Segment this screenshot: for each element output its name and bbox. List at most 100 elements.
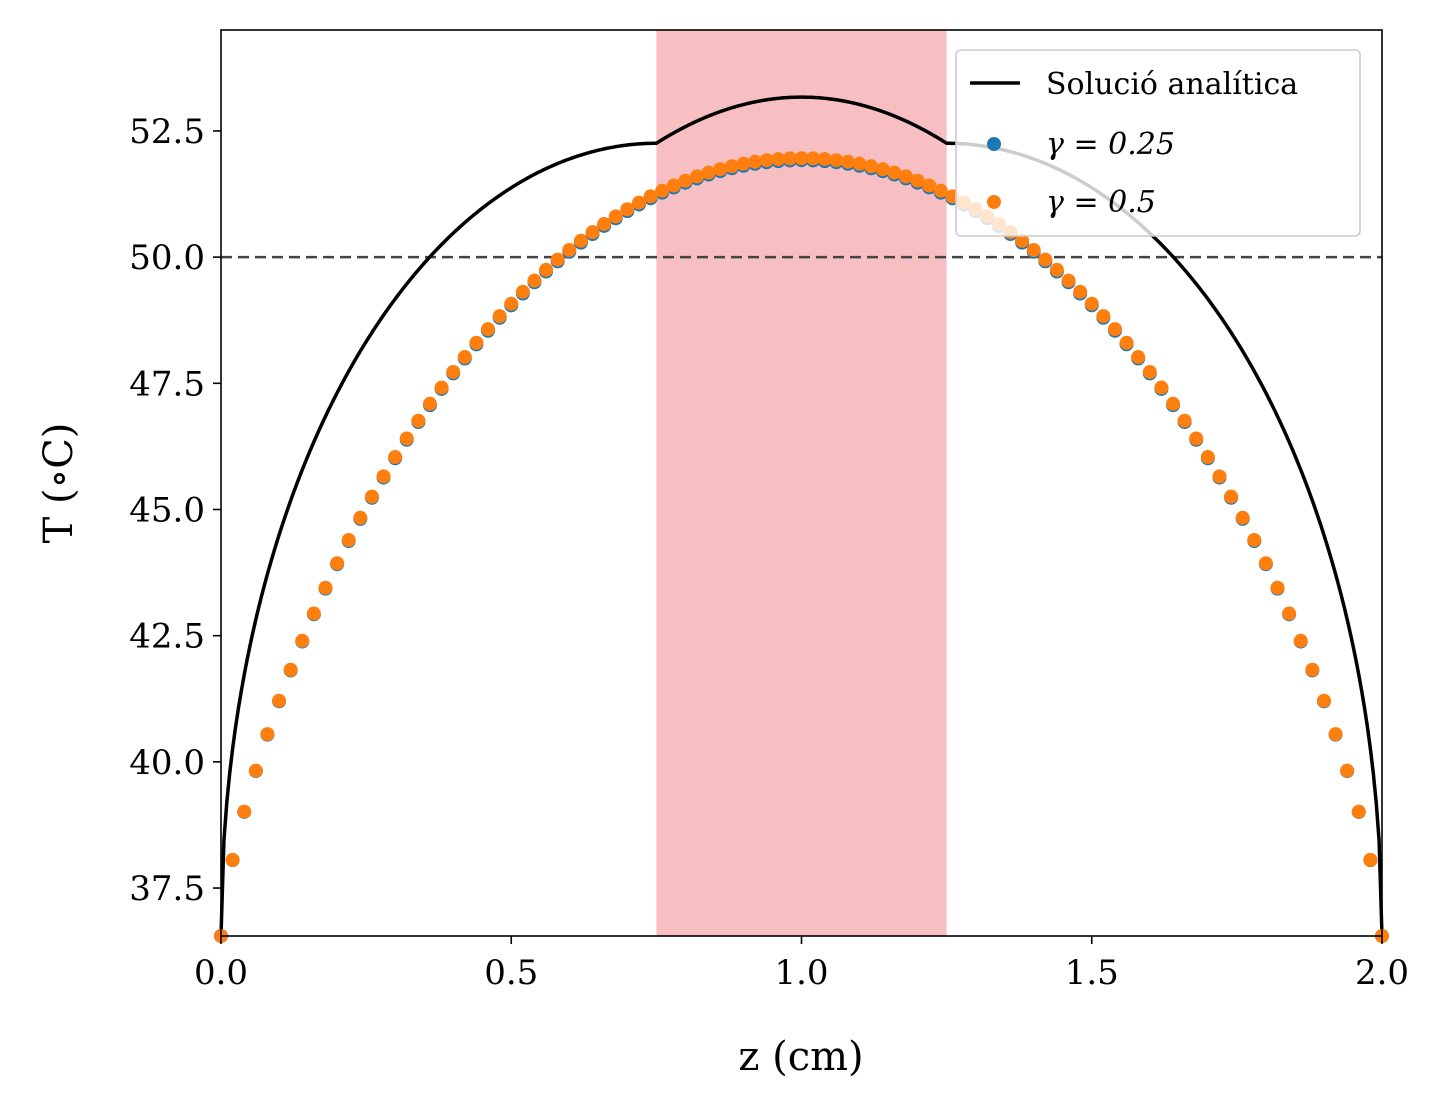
data-point [1061,273,1076,288]
data-point [666,178,681,193]
data-point [539,262,554,277]
data-point [260,727,275,742]
data-point [1119,335,1134,350]
data-point [399,431,414,446]
series-gamma-05 [214,151,1389,943]
data-point [527,273,542,288]
data-point [562,242,577,257]
data-point [1131,350,1146,365]
data-point [422,396,437,411]
y-tick-label: 50.0 [129,238,205,278]
data-point [1177,413,1192,428]
y-axis-label: T (∘C) [36,423,82,544]
data-point [1015,233,1030,248]
data-point [318,580,333,595]
legend-marker-gamma-025 [987,137,1001,151]
series-analytical-line [219,95,1384,937]
data-point [713,162,728,177]
data-point [388,450,403,465]
data-point [550,252,565,267]
data-point [225,852,240,867]
legend-label-gamma-025: γ = 0.25 [1046,127,1175,162]
data-point [1328,727,1343,742]
data-point [1247,532,1262,547]
data-point [1049,262,1064,277]
data-point [376,469,391,484]
data-point [1096,309,1111,324]
data-point [1316,693,1331,708]
data-point [272,693,287,708]
data-point [469,335,484,350]
x-tick-label: 1.0 [774,953,828,993]
data-point [1363,852,1378,867]
data-point [1305,662,1320,677]
y-tick-label: 52.5 [129,112,205,152]
data-point [1224,489,1239,504]
data-point [364,489,379,504]
legend-marker-gamma-05 [987,195,1001,209]
legend-label-gamma-05: γ = 0.5 [1046,185,1156,220]
x-tick-label: 2.0 [1355,953,1409,993]
data-point [248,763,263,778]
data-point [341,532,356,547]
data-point [295,633,310,648]
data-point [678,173,693,188]
data-point [1189,431,1204,446]
data-point [283,662,298,677]
data-point [864,159,879,174]
x-tick-label: 1.5 [1065,953,1119,993]
data-point [1154,380,1169,395]
data-point [1073,284,1088,299]
data-point [655,183,670,198]
x-axis-label: z (cm) [738,1034,863,1080]
x-tick-label: 0.0 [194,953,248,993]
data-point [922,178,937,193]
data-point [1351,804,1366,819]
data-point [887,165,902,180]
data-point [1270,580,1285,595]
x-tick-label: 0.5 [484,953,538,993]
data-point [724,159,739,174]
data-point [481,322,496,337]
data-point [620,202,635,217]
data-point [840,154,855,169]
y-tick-label: 40.0 [129,743,205,783]
data-point [1235,510,1250,525]
data-point [759,153,774,168]
data-point [771,152,786,167]
data-point [1282,606,1297,621]
data-point [492,309,507,324]
data-point [690,169,705,184]
data-point [1107,322,1122,337]
data-point [748,154,763,169]
data-point [910,173,925,188]
data-point [1038,252,1053,267]
data-point [1200,450,1215,465]
data-point [306,606,321,621]
data-point [852,156,867,171]
data-point [1166,396,1181,411]
legend-box [955,49,1361,237]
x-axis-ticks: 0.0 0.5 1.0 1.5 2.0 [194,936,1409,993]
data-point [434,380,449,395]
data-point [933,183,948,198]
data-point [1084,296,1099,311]
shaded-region [656,30,947,936]
data-point [817,152,832,167]
data-point [353,510,368,525]
data-point [585,225,600,240]
data-point [1340,763,1355,778]
data-point [1026,242,1041,257]
data-point [597,217,612,232]
y-axis-ticks: 37.5 40.0 42.5 45.0 47.5 50.0 52.5 [129,112,221,909]
data-point [446,364,461,379]
data-point [806,151,821,166]
data-point [237,804,252,819]
data-point [794,151,809,166]
data-point [411,413,426,428]
data-point [875,162,890,177]
data-point [1142,364,1157,379]
data-point [457,350,472,365]
data-point [608,209,623,224]
